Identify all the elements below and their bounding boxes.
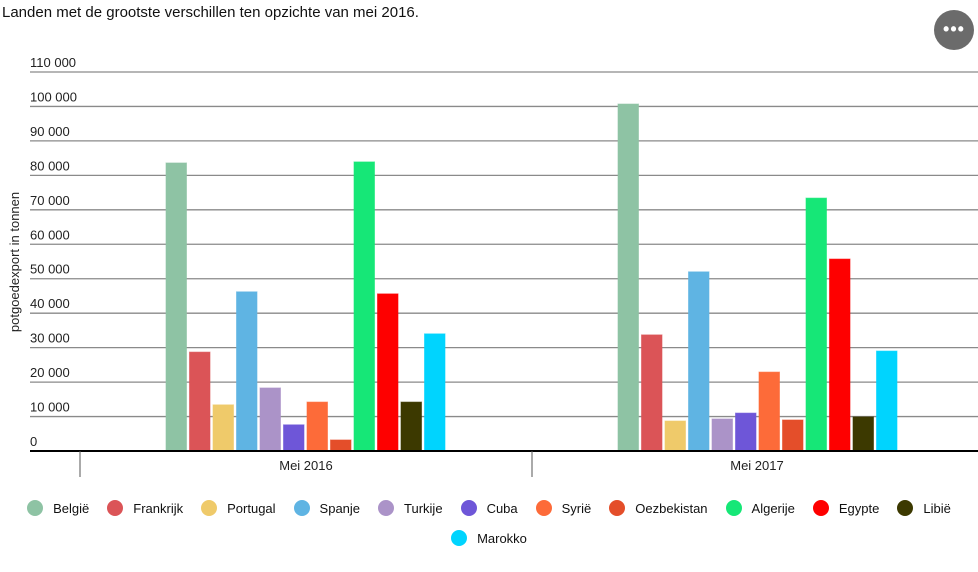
bar-spanje-0 bbox=[236, 291, 258, 452]
bar-libië-1 bbox=[852, 416, 874, 452]
y-axis-label: potgoedexport in tonnen bbox=[7, 192, 22, 332]
y-tick-label: 10 000 bbox=[30, 400, 70, 415]
bar-cuba-0 bbox=[283, 424, 305, 452]
legend-swatch-icon bbox=[378, 500, 395, 516]
bar-syrië-1 bbox=[758, 371, 780, 452]
legend-swatch-icon bbox=[897, 500, 914, 516]
legend-item-portugal[interactable]: Portugal bbox=[201, 500, 276, 516]
legend-swatch-icon bbox=[609, 500, 626, 516]
legend-swatch-icon bbox=[451, 530, 468, 546]
y-tick-label: 110 000 bbox=[30, 55, 76, 70]
y-tick-label: 20 000 bbox=[30, 365, 70, 380]
legend-label: Algerije bbox=[751, 500, 795, 516]
legend-item-algerije[interactable]: Algerije bbox=[725, 500, 795, 516]
bar-spanje-1 bbox=[688, 271, 710, 452]
y-tick-label: 80 000 bbox=[30, 158, 70, 173]
bar-turkije-1 bbox=[711, 418, 733, 452]
bar-oezbekistan-1 bbox=[782, 419, 804, 452]
more-options-button[interactable]: ••• bbox=[934, 10, 974, 50]
legend-row: België Frankrijk Portugal Spanje Turkije Cuba… bbox=[0, 500, 978, 516]
bar-chart: 0 10 000 20 000 30 000 40 000 50 000 60 000 70 … bbox=[7, 55, 978, 477]
legend-swatch-icon bbox=[535, 500, 552, 516]
bar-algerije-0 bbox=[353, 161, 375, 452]
legend-swatch-icon bbox=[107, 500, 124, 516]
legend-item-turkije[interactable]: Turkije bbox=[378, 500, 443, 516]
bar-oezbekistan-0 bbox=[330, 439, 352, 452]
x-tick-label: Mei 2016 bbox=[279, 458, 332, 473]
bar-belgië-0 bbox=[165, 162, 187, 452]
legend-swatch-icon bbox=[460, 500, 477, 516]
legend-item-marokko[interactable]: Marokko bbox=[451, 530, 527, 546]
bar-turkije-0 bbox=[259, 387, 281, 452]
legend-swatch-icon bbox=[27, 500, 44, 516]
y-tick-label: 50 000 bbox=[30, 262, 70, 277]
legend-item-belgië[interactable]: België bbox=[27, 500, 89, 516]
y-tick-label: 60 000 bbox=[30, 227, 70, 242]
bar-libië-0 bbox=[400, 401, 422, 452]
legend-item-oezbekistan[interactable]: Oezbekistan bbox=[609, 500, 708, 516]
legend-label: Turkije bbox=[404, 500, 443, 516]
legend-row: Marokko bbox=[0, 530, 978, 546]
legend-item-cuba[interactable]: Cuba bbox=[460, 500, 518, 516]
bar-marokko-1 bbox=[876, 350, 898, 452]
legend-label: Egypte bbox=[838, 500, 880, 516]
legend-label: Oezbekistan bbox=[635, 500, 708, 516]
x-tick-label: Mei 2017 bbox=[730, 458, 783, 473]
y-tick-label: 100 000 bbox=[30, 89, 77, 104]
bar-frankrijk-1 bbox=[641, 334, 663, 452]
legend-label: Libië bbox=[923, 500, 951, 516]
bar-egypte-1 bbox=[829, 258, 851, 452]
legend-item-spanje[interactable]: Spanje bbox=[293, 500, 361, 516]
legend-swatch-icon bbox=[725, 500, 742, 516]
legend-swatch-icon bbox=[201, 500, 218, 516]
legend-swatch-icon bbox=[293, 500, 310, 516]
legend: België Frankrijk Portugal Spanje Turkije Cuba… bbox=[0, 500, 978, 560]
legend-item-libië[interactable]: Libië bbox=[897, 500, 951, 516]
legend-item-syrië[interactable]: Syrië bbox=[535, 500, 592, 516]
bar-algerije-1 bbox=[805, 197, 827, 452]
legend-label: Spanje bbox=[319, 500, 361, 516]
bar-portugal-1 bbox=[664, 420, 686, 452]
legend-label: Cuba bbox=[486, 500, 518, 516]
bar-belgië-1 bbox=[617, 103, 639, 452]
bar-syrië-0 bbox=[306, 401, 328, 452]
legend-label: Marokko bbox=[477, 530, 527, 546]
legend-label: Syrië bbox=[561, 500, 592, 516]
legend-label: België bbox=[53, 500, 90, 516]
bar-marokko-0 bbox=[424, 333, 446, 452]
y-tick-label: 90 000 bbox=[30, 124, 70, 139]
y-tick-label: 40 000 bbox=[30, 296, 70, 311]
bar-egypte-0 bbox=[377, 293, 399, 452]
legend-swatch-icon bbox=[812, 500, 829, 516]
y-tick-label: 30 000 bbox=[30, 331, 70, 346]
y-tick-label: 70 000 bbox=[30, 193, 70, 208]
bar-frankrijk-0 bbox=[189, 351, 211, 452]
legend-item-frankrijk[interactable]: Frankrijk bbox=[107, 500, 183, 516]
chart-title: Landen met de grootste verschillen ten o… bbox=[2, 4, 419, 21]
legend-label: Portugal bbox=[227, 500, 276, 516]
bar-portugal-0 bbox=[212, 404, 234, 452]
legend-item-egypte[interactable]: Egypte bbox=[812, 500, 880, 516]
legend-label: Frankrijk bbox=[133, 500, 184, 516]
y-tick-label: 0 bbox=[30, 434, 37, 449]
bar-cuba-1 bbox=[735, 412, 757, 452]
